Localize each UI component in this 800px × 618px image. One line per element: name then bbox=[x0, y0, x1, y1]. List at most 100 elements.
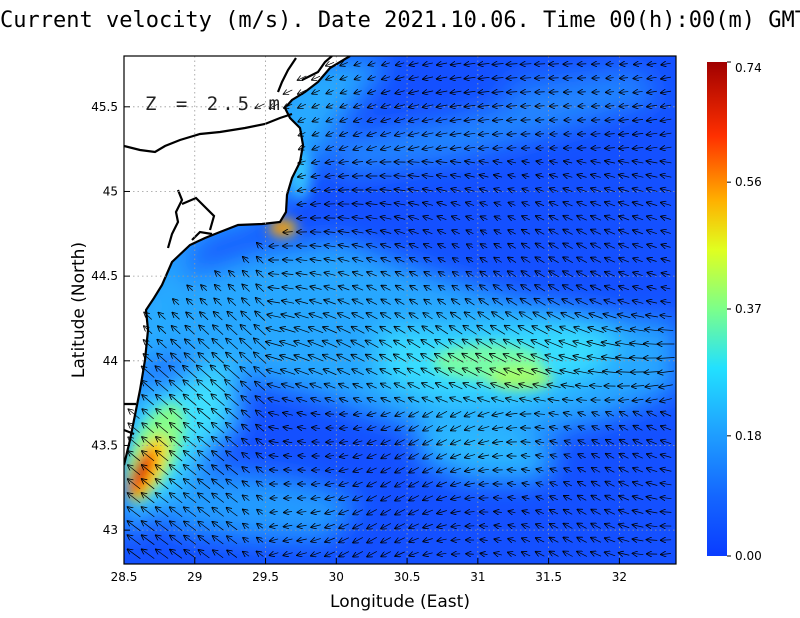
velocity-arrow bbox=[395, 509, 406, 514]
velocity-arrow bbox=[309, 355, 324, 362]
velocity-arrow bbox=[296, 287, 308, 289]
velocity-arrow bbox=[633, 202, 644, 205]
velocity-arrow bbox=[547, 385, 561, 388]
velocity-arrow bbox=[578, 148, 587, 149]
velocity-arrow bbox=[395, 495, 406, 500]
velocity-arrow bbox=[382, 426, 391, 430]
velocity-arrow bbox=[481, 216, 488, 219]
velocity-arrow bbox=[324, 300, 336, 305]
velocity-arrow bbox=[453, 244, 460, 248]
colorbar-tick-label: 0.00 bbox=[735, 549, 762, 563]
velocity-arrow bbox=[270, 539, 279, 541]
velocity-arrow bbox=[368, 105, 377, 108]
velocity-arrow bbox=[437, 510, 447, 513]
velocity-arrow bbox=[494, 175, 503, 177]
velocity-arrow bbox=[535, 64, 546, 65]
velocity-arrow bbox=[395, 203, 406, 205]
velocity-arrow bbox=[522, 271, 531, 278]
x-tick-label: 31 bbox=[470, 570, 485, 584]
velocity-arrow bbox=[494, 258, 502, 263]
velocity-arrow bbox=[437, 161, 448, 162]
velocity-arrow bbox=[368, 118, 377, 121]
velocity-arrow bbox=[341, 77, 348, 80]
velocity-arrow bbox=[477, 368, 492, 376]
velocity-arrow bbox=[633, 244, 644, 248]
velocity-arrow bbox=[522, 202, 530, 205]
velocity-arrow bbox=[381, 481, 391, 486]
velocity-arrow bbox=[467, 244, 474, 247]
velocity-arrow bbox=[591, 188, 602, 191]
velocity-arrow bbox=[144, 354, 153, 363]
velocity-vectors bbox=[128, 62, 675, 559]
velocity-arrow bbox=[465, 91, 476, 92]
velocity-arrow bbox=[184, 465, 197, 476]
velocity-arrow bbox=[507, 299, 518, 306]
velocity-arrow bbox=[465, 133, 476, 134]
velocity-arrow bbox=[479, 469, 489, 470]
velocity-arrow bbox=[620, 78, 629, 79]
velocity-arrow bbox=[184, 521, 197, 531]
chart-title: Current velocity (m/s). Date 2021.10.06.… bbox=[0, 8, 800, 33]
velocity-arrow bbox=[142, 493, 155, 504]
velocity-arrow bbox=[213, 522, 224, 531]
velocity-arrow bbox=[341, 105, 348, 108]
velocity-arrow bbox=[633, 105, 643, 106]
velocity-arrow bbox=[521, 78, 532, 79]
velocity-arrow bbox=[492, 312, 505, 321]
velocity-arrow bbox=[479, 77, 490, 78]
velocity-arrow bbox=[326, 76, 334, 79]
velocity-arrow bbox=[465, 497, 475, 498]
velocity-arrow bbox=[268, 384, 281, 388]
velocity-arrow bbox=[647, 147, 658, 149]
velocity-arrow bbox=[605, 216, 616, 220]
land-fill bbox=[124, 56, 350, 465]
velocity-arrow bbox=[563, 230, 573, 235]
velocity-arrow bbox=[142, 366, 155, 378]
velocity-arrow bbox=[463, 368, 478, 376]
velocity-arrow bbox=[226, 437, 239, 448]
velocity-arrow bbox=[647, 301, 658, 303]
velocity-arrow bbox=[647, 161, 658, 163]
velocity-arrow bbox=[367, 468, 377, 472]
velocity-arrow bbox=[494, 498, 503, 499]
velocity-arrow bbox=[355, 77, 362, 80]
velocity-arrow bbox=[478, 398, 491, 403]
velocity-arrow bbox=[662, 287, 671, 289]
velocity-arrow bbox=[284, 427, 293, 429]
velocity-arrow bbox=[382, 77, 391, 80]
velocity-arrow bbox=[170, 395, 183, 406]
velocity-arrow bbox=[409, 119, 420, 122]
velocity-arrow bbox=[326, 469, 335, 470]
velocity-arrow bbox=[325, 538, 336, 542]
velocity-arrow bbox=[170, 451, 183, 462]
velocity-arrow bbox=[353, 496, 363, 500]
velocity-arrow bbox=[381, 313, 392, 320]
velocity-arrow bbox=[353, 217, 364, 218]
velocity-arrow bbox=[395, 176, 406, 177]
velocity-arrow bbox=[661, 63, 671, 65]
velocity-arrow bbox=[605, 258, 616, 262]
velocity-arrow bbox=[619, 175, 630, 178]
velocity-arrow bbox=[423, 175, 434, 177]
velocity-arrow bbox=[536, 510, 544, 513]
velocity-arrow bbox=[508, 271, 517, 278]
velocity-arrow bbox=[633, 216, 644, 220]
velocity-arrow bbox=[465, 77, 476, 78]
velocity-arrow bbox=[522, 469, 530, 471]
colorbar-tick-label: 0.18 bbox=[735, 429, 762, 443]
velocity-arrow bbox=[380, 355, 393, 362]
velocity-arrow bbox=[311, 273, 322, 275]
velocity-arrow bbox=[605, 286, 616, 290]
velocity-arrow bbox=[269, 274, 280, 275]
velocity-arrow bbox=[507, 134, 517, 135]
velocity-arrow bbox=[591, 216, 602, 220]
velocity-arrow bbox=[537, 161, 544, 163]
velocity-arrow bbox=[340, 469, 349, 471]
velocity-arrow bbox=[592, 412, 600, 415]
velocity-arrow bbox=[577, 202, 587, 206]
velocity-arrow bbox=[213, 536, 224, 545]
velocity-arrow bbox=[495, 230, 502, 234]
velocity-arrow bbox=[243, 510, 250, 515]
velocity-arrow bbox=[481, 244, 488, 248]
velocity-arrow bbox=[493, 63, 504, 64]
